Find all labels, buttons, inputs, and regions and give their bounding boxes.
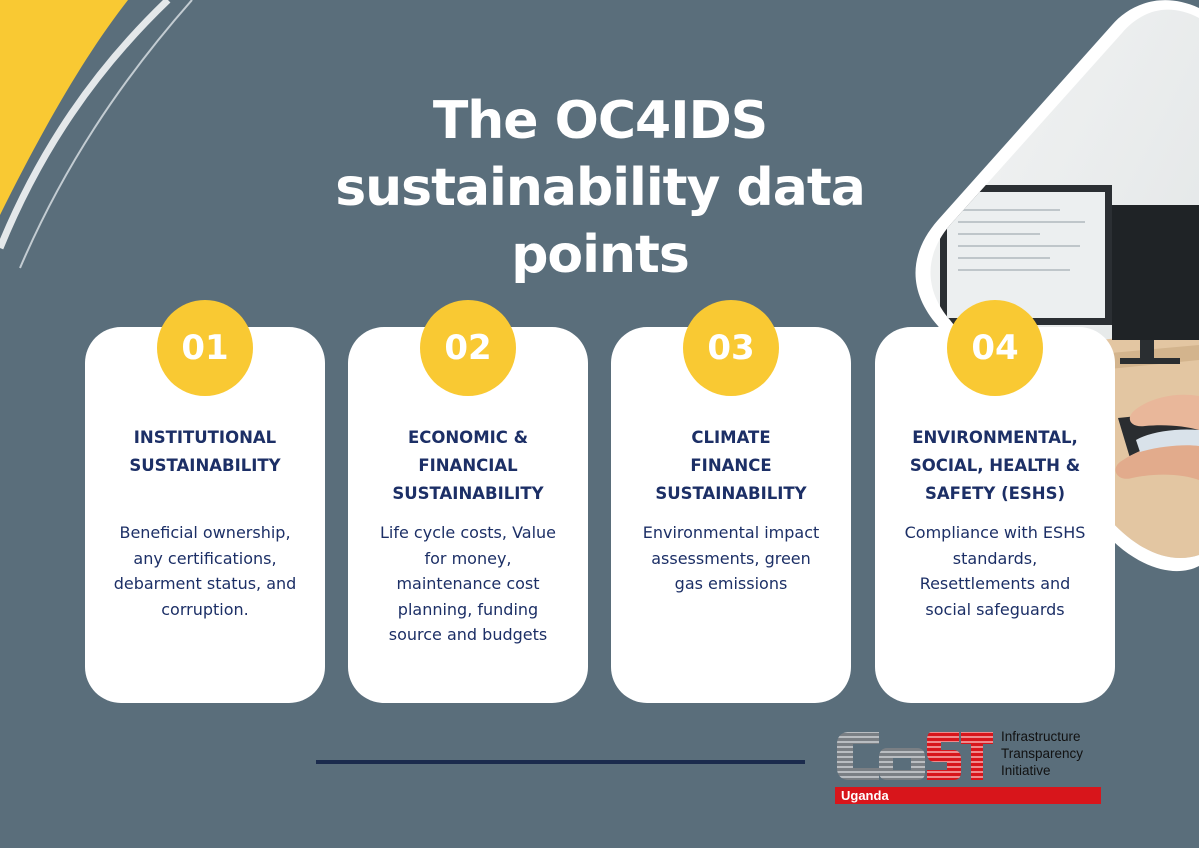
card-heading: ECONOMIC & FINANCIAL SUSTAINABILITY	[356, 424, 580, 508]
heading-line: SUSTAINABILITY	[655, 484, 807, 503]
description-line: gas emissions	[674, 574, 788, 593]
number-badge: 04	[947, 300, 1043, 396]
heading-line: FINANCE	[690, 456, 772, 475]
divider-line	[316, 760, 805, 764]
description-line: standards,	[952, 548, 1038, 568]
heading-line: SOCIAL, HEALTH &	[909, 456, 1081, 475]
card-description: Life cycle costs, Value for money, maint…	[354, 520, 582, 648]
card-institutional: 01 INSTITUTIONAL SUSTAINABILITY Benefici…	[85, 300, 325, 703]
description-line: Life cycle costs, Value	[380, 523, 556, 542]
cost-wordmark-logo	[837, 732, 993, 780]
page-title: The OC4IDS sustainability data points	[250, 88, 950, 289]
white-arc-thin	[19, 0, 193, 269]
heading-line: ECONOMIC &	[407, 428, 529, 447]
description-line: maintenance cost	[396, 574, 540, 593]
heading-line: CLIMATE	[691, 428, 771, 447]
description-line: source and budgets	[388, 625, 548, 644]
tagline-line: Initiative	[1001, 763, 1051, 778]
card-description: Environmental impact assessments, green …	[617, 520, 845, 597]
card-heading: INSTITUTIONAL SUSTAINABILITY	[93, 424, 317, 480]
description-line: Compliance with ESHS	[904, 523, 1086, 542]
number-badge: 03	[683, 300, 779, 396]
country-label: Uganda	[841, 788, 889, 803]
card-heading: CLIMATE FINANCE SUSTAINABILITY	[619, 424, 843, 508]
tagline-line: Transparency	[1001, 746, 1084, 761]
card-description: Compliance with ESHS standards, Resettle…	[881, 520, 1109, 622]
description-line: corruption.	[161, 599, 249, 619]
title-line: The OC4IDS	[432, 91, 768, 151]
card-description: Beneficial ownership, any certifications…	[91, 520, 319, 622]
description-line: any certifications,	[133, 548, 277, 568]
heading-line: SUSTAINABILITY	[392, 484, 544, 503]
logo-tagline: Infrastructure Transparency Initiative	[1001, 728, 1083, 779]
yellow-swoosh	[0, 0, 128, 215]
description-line: assessments, green	[651, 548, 811, 568]
title-line: sustainability data	[335, 158, 866, 218]
heading-line: FINANCIAL	[418, 456, 518, 475]
cost-logo: Infrastructure Transparency Initiative U…	[835, 728, 1101, 804]
description-line: Environmental impact	[642, 523, 820, 542]
tagline-line: Infrastructure	[1001, 729, 1081, 744]
white-arc	[0, 0, 171, 250]
heading-line: SUSTAINABILITY	[129, 456, 281, 475]
heading-line: SAFETY (ESHS)	[924, 484, 1066, 503]
card-heading: ENVIRONMENTAL, SOCIAL, HEALTH & SAFETY (…	[883, 424, 1107, 508]
card-climate-finance: 03 CLIMATE FINANCE SUSTAINABILITY Enviro…	[611, 300, 851, 703]
heading-line: ENVIRONMENTAL,	[912, 428, 1078, 447]
description-line: for money,	[424, 548, 512, 568]
country-bar: Uganda	[835, 787, 1101, 804]
card-eshs: 04 ENVIRONMENTAL, SOCIAL, HEALTH & SAFET…	[875, 300, 1115, 703]
description-line: debarment status, and	[113, 574, 297, 593]
number-badge: 02	[420, 300, 516, 396]
title-line: points	[511, 225, 690, 285]
number-badge: 01	[157, 300, 253, 396]
description-line: Resettlements and	[919, 574, 1071, 593]
card-economic-financial: 02 ECONOMIC & FINANCIAL SUSTAINABILITY L…	[348, 300, 588, 703]
description-line: social safeguards	[925, 599, 1065, 619]
heading-line: INSTITUTIONAL	[133, 428, 277, 447]
description-line: planning, funding	[397, 599, 539, 619]
description-line: Beneficial ownership,	[119, 523, 291, 542]
